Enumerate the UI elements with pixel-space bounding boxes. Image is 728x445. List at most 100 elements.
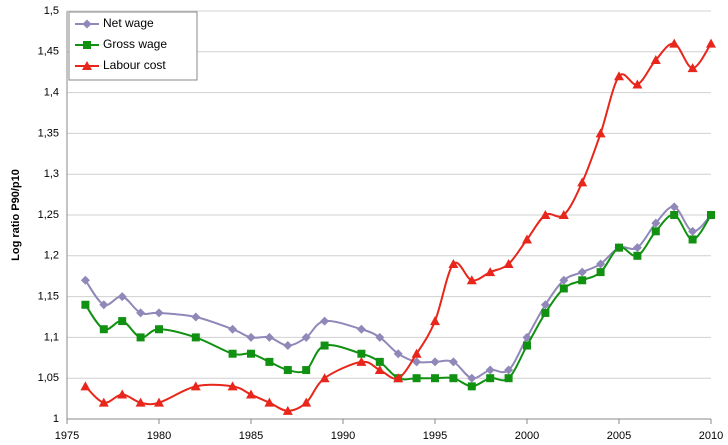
x-tick-label: 2010	[699, 430, 723, 442]
marker	[190, 381, 201, 391]
marker	[540, 300, 550, 310]
marker	[375, 332, 385, 342]
marker	[632, 79, 643, 89]
marker	[155, 325, 163, 334]
marker	[264, 397, 275, 407]
marker	[319, 373, 330, 383]
marker	[448, 357, 458, 367]
x-tick-label: 2005	[607, 430, 631, 442]
marker	[431, 374, 439, 383]
marker	[669, 202, 679, 212]
marker	[448, 258, 459, 268]
marker	[577, 267, 587, 277]
y-tick-label: 1,45	[38, 46, 59, 58]
marker	[411, 348, 422, 358]
marker	[117, 292, 127, 302]
legend-label: Net wage	[103, 16, 154, 30]
marker	[282, 405, 293, 415]
marker	[81, 300, 90, 309]
marker	[228, 324, 238, 334]
series-line	[84, 213, 712, 388]
marker	[246, 389, 256, 399]
marker	[135, 397, 146, 407]
marker	[82, 19, 92, 29]
marker	[283, 366, 292, 375]
marker	[559, 275, 569, 285]
marker	[688, 226, 698, 236]
marker	[283, 341, 293, 351]
marker	[486, 374, 495, 383]
marker	[467, 382, 476, 391]
x-tick-label: 1975	[55, 430, 79, 442]
marker	[430, 357, 440, 367]
marker	[466, 275, 477, 285]
marker	[633, 251, 642, 260]
marker	[374, 365, 385, 375]
marker	[301, 397, 312, 407]
marker	[632, 243, 642, 253]
marker	[117, 389, 128, 399]
y-axis-label: Log ratio P90/p10	[10, 169, 22, 261]
y-tick-label: 1,1	[44, 331, 59, 343]
marker	[393, 349, 403, 359]
marker	[191, 312, 201, 322]
marker	[320, 341, 329, 350]
marker	[503, 258, 514, 268]
legend-label: Gross wage	[103, 37, 167, 51]
marker	[356, 324, 366, 334]
marker	[670, 211, 679, 219]
marker	[688, 235, 697, 244]
marker	[118, 317, 127, 326]
marker	[669, 38, 680, 48]
marker	[449, 374, 458, 383]
marker	[651, 218, 661, 228]
y-tick-label: 1	[53, 413, 59, 425]
marker	[559, 284, 568, 293]
marker	[577, 177, 588, 187]
marker	[375, 357, 384, 366]
marker	[83, 41, 91, 49]
x-tick-label: 2000	[515, 430, 539, 442]
marker	[154, 397, 164, 407]
marker	[136, 308, 146, 318]
marker	[650, 54, 661, 64]
marker	[80, 275, 90, 285]
marker	[357, 349, 366, 358]
marker	[522, 234, 532, 244]
marker	[98, 397, 109, 407]
marker	[485, 267, 496, 277]
marker	[265, 357, 274, 366]
marker	[80, 381, 91, 391]
marker	[485, 365, 495, 375]
x-tick-label: 1990	[331, 430, 355, 442]
x-tick-label: 1995	[423, 430, 447, 442]
legend: Net wage Gross wage Labour cost	[68, 11, 198, 81]
marker	[541, 308, 550, 317]
marker	[393, 373, 404, 383]
legend-label: Labour cost	[103, 58, 166, 72]
marker	[540, 210, 551, 219]
marker	[707, 211, 715, 219]
marker	[595, 128, 606, 138]
marker	[227, 381, 238, 391]
marker	[687, 63, 698, 73]
marker	[246, 332, 256, 342]
marker	[191, 333, 200, 342]
marker	[467, 373, 477, 383]
y-tick-label: 1,5	[44, 5, 59, 17]
marker	[578, 276, 587, 285]
marker	[264, 332, 274, 342]
y-tick-label: 1,35	[38, 127, 59, 139]
marker	[228, 349, 237, 358]
marker	[504, 374, 513, 383]
y-tick-label: 1,05	[38, 372, 59, 384]
marker	[596, 268, 605, 277]
marker	[614, 71, 624, 81]
marker	[523, 341, 531, 350]
y-tick-label: 1,4	[44, 87, 59, 99]
marker	[615, 243, 623, 252]
marker	[504, 365, 514, 375]
marker	[706, 38, 716, 48]
y-tick-label: 1,25	[38, 209, 59, 221]
